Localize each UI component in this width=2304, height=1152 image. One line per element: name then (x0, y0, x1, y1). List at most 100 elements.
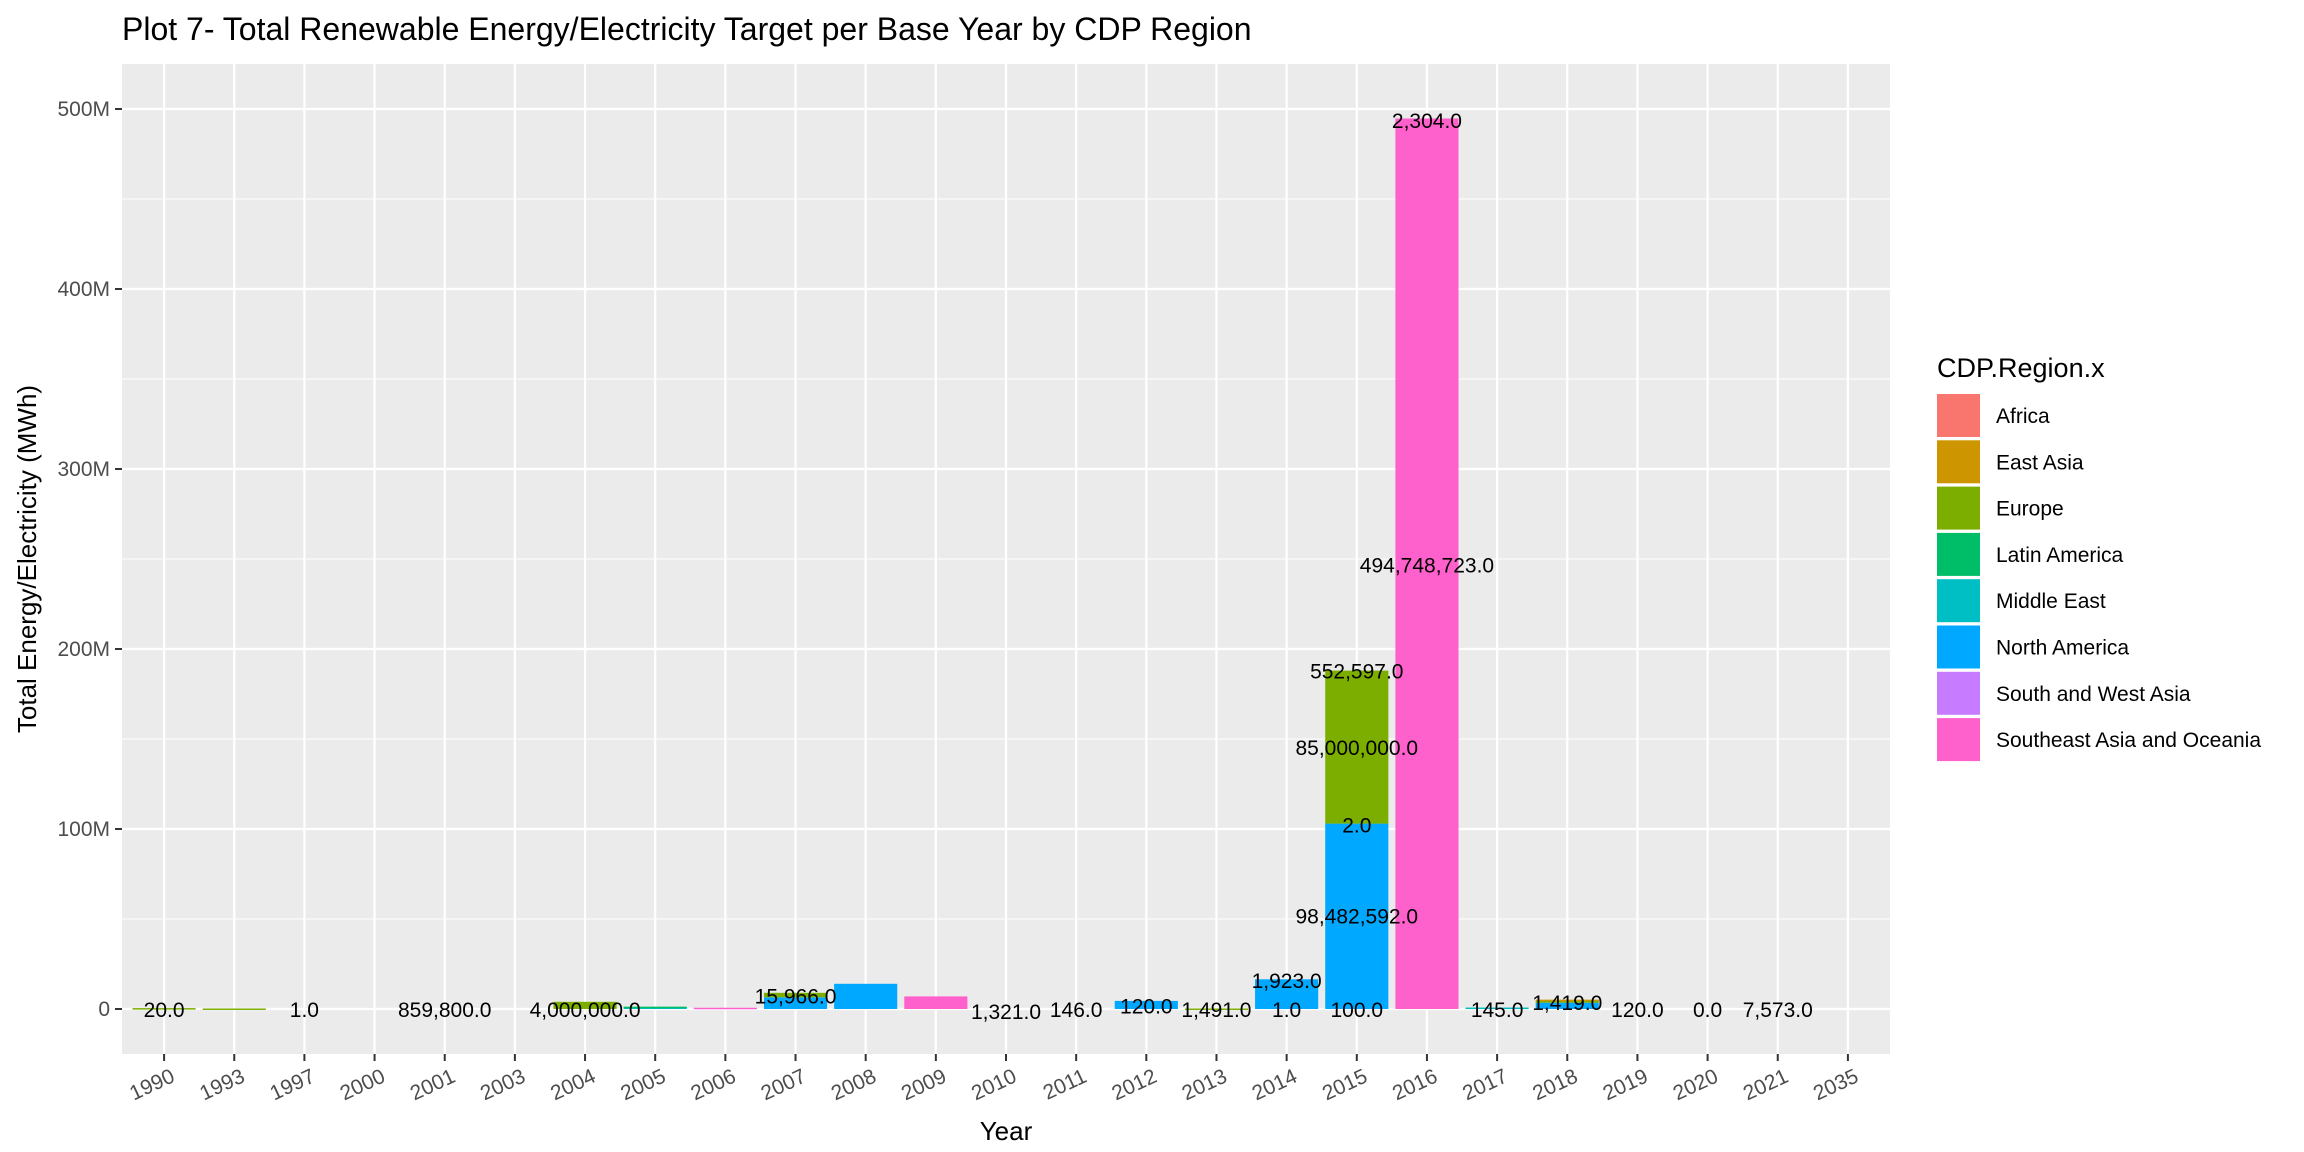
bar-europe-2007 (763, 992, 828, 998)
x-tick-label: 1997 (266, 1065, 318, 1106)
data-label: 1,321.0 (971, 1001, 1041, 1024)
legend-key-southeast-asia-and-oceania (1937, 718, 1980, 762)
bar-north-america-2008 (834, 983, 898, 1009)
legend-label: Southeast Asia and Oceania (1996, 729, 2261, 752)
bar-southeast-asia-and-oceania-2016 (1395, 118, 1459, 1010)
x-tick-label: 2020 (1670, 1065, 1722, 1106)
x-tick-label: 2001 (407, 1065, 459, 1106)
bar-europe-1993 (202, 1008, 266, 1010)
bar-latin-america-2005 (623, 1006, 687, 1009)
x-tick-label: 2014 (1249, 1065, 1301, 1106)
x-tick-label: 2017 (1459, 1065, 1511, 1106)
legend-key-africa (1937, 394, 1980, 437)
data-label: 146.0 (1050, 999, 1103, 1022)
x-tick-label: 2016 (1389, 1065, 1441, 1106)
bar-middle-east-2017 (1465, 1007, 1529, 1010)
x-tick-label: 2004 (547, 1065, 599, 1106)
y-tick-label: 200M (57, 638, 110, 661)
x-tick-label: 2015 (1319, 1065, 1371, 1106)
bar-europe-2004 (553, 1001, 617, 1009)
data-label: 1,491.0 (1181, 999, 1251, 1022)
x-axis-ticks: 1990 1993 1997 2000 2001 2003 2004 2005 2006 2007… (126, 1054, 1862, 1105)
data-label: 2,304.0 (1392, 110, 1462, 133)
x-tick-label: 2009 (898, 1065, 950, 1106)
x-tick-label: 2013 (1179, 1065, 1231, 1106)
data-label: 98,482,592.0 (1295, 905, 1418, 928)
grid-lines (122, 64, 1890, 1054)
x-tick-label: 2018 (1529, 1065, 1581, 1106)
bars (132, 118, 1599, 1010)
data-label: 120.0 (1611, 999, 1664, 1022)
bar-north-america-2012 (1114, 1000, 1178, 1009)
data-label: 145.0 (1471, 999, 1524, 1022)
data-label: 859,800.0 (398, 999, 491, 1022)
bar-north-america-2007 (763, 997, 828, 1009)
bar-east-asia-2018 (1535, 999, 1599, 1002)
data-label: 100.0 (1331, 999, 1384, 1022)
x-tick-label: 2035 (1810, 1065, 1862, 1106)
legend-label: North America (1996, 637, 2129, 660)
data-label: 7,573.0 (1743, 999, 1813, 1022)
data-label: 1,923.0 (1252, 970, 1322, 993)
x-tick-label: 2011 (1040, 1065, 1091, 1105)
y-tick-label: 500M (57, 98, 110, 121)
legend-key-latin-america (1937, 532, 1980, 576)
bar-north-america-2018 (1535, 1002, 1599, 1009)
data-label: 85,000,000.0 (1295, 737, 1418, 760)
bar-north-america-2015 (1325, 823, 1389, 1009)
y-tick-label: 100M (57, 818, 110, 841)
data-label: 20.0 (144, 999, 185, 1022)
data-label: 15,966.0 (755, 986, 837, 1009)
bar-europe-1990 (132, 1008, 196, 1010)
y-axis-title: Total Energy/Electricity (MWh) (12, 385, 42, 733)
legend: CDP.Region.x Africa East Asia Europe Latin … (1937, 353, 2261, 762)
legend-label: Middle East (1996, 590, 2106, 613)
x-tick-label: 2006 (687, 1065, 739, 1106)
bar-southeast-asia-and-oceania-2009 (904, 996, 968, 1009)
x-tick-label: 2007 (758, 1065, 810, 1106)
data-label: 552,597.0 (1310, 661, 1403, 684)
x-tick-label: 2012 (1108, 1065, 1160, 1106)
y-axis-ticks: 0 100M 200M 300M 400M 500M (57, 98, 122, 1021)
legend-label: Latin America (1996, 544, 2124, 567)
y-tick-label: 300M (57, 458, 110, 481)
data-label: 120.0 (1120, 995, 1173, 1018)
legend-label: South and West Asia (1996, 683, 2191, 706)
x-tick-label: 2021 (1740, 1065, 1792, 1106)
x-tick-label: 2008 (828, 1065, 880, 1106)
chart-title: Plot 7- Total Renewable Energy/Electrici… (122, 11, 1252, 47)
data-label: 1.0 (1272, 999, 1301, 1022)
legend-key-east-asia (1937, 440, 1980, 484)
x-tick-label: 2005 (617, 1065, 669, 1106)
data-label: 1.0 (290, 999, 319, 1022)
legend-items: Africa East Asia Europe Latin America Middle… (1937, 394, 2261, 762)
legend-key-south-and-west-asia (1937, 671, 1980, 715)
data-label: 4,000,000.0 (530, 999, 641, 1022)
bar-north-america-2014 (1255, 979, 1319, 1009)
x-tick-label: 1993 (196, 1065, 248, 1106)
data-label: 0.0 (1693, 999, 1722, 1022)
x-tick-label: 2019 (1599, 1065, 1651, 1106)
data-label: 494,748,723.0 (1360, 554, 1494, 577)
data-labels: 20.0 1.0 859,800.0 4,000,000.0 15,966.0 1,321… (144, 110, 1813, 1024)
legend-key-europe (1937, 486, 1980, 530)
y-tick-label: 0 (98, 998, 110, 1021)
y-tick-label: 400M (57, 278, 110, 301)
bar-europe-2013 (1184, 1008, 1249, 1010)
bar-europe-2018 (1535, 1000, 1599, 1003)
x-tick-label: 1990 (126, 1065, 178, 1106)
legend-label: East Asia (1996, 451, 2084, 474)
data-label: 2.0 (1342, 815, 1371, 838)
legend-key-north-america (1937, 625, 1980, 669)
legend-label: Africa (1996, 405, 2050, 428)
legend-title: CDP.Region.x (1937, 353, 2105, 383)
x-tick-label: 2000 (337, 1065, 389, 1106)
x-axis-title: Year (980, 1116, 1033, 1146)
x-tick-label: 2010 (968, 1065, 1020, 1106)
x-tick-label: 2003 (477, 1065, 529, 1106)
legend-key-middle-east (1937, 579, 1980, 623)
bar-southeast-asia-and-oceania-2006 (693, 1007, 757, 1010)
legend-label: Europe (1996, 498, 2064, 521)
